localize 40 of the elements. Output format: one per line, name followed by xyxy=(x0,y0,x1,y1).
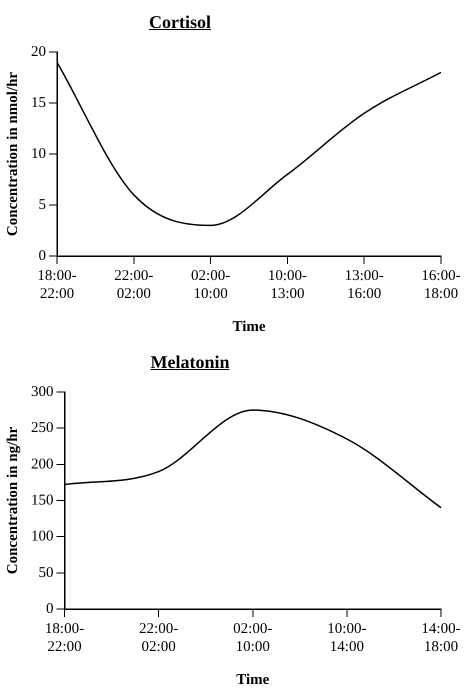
category-label: 22:00 xyxy=(47,638,82,655)
y-tick-label: 0 xyxy=(38,248,46,264)
category-label: 18:00- xyxy=(44,620,84,637)
category-label: 02:00 xyxy=(116,286,151,302)
chart-title: Cortisol xyxy=(148,11,212,34)
y-tick-label: 150 xyxy=(31,492,54,508)
category-label: 13:00 xyxy=(270,286,304,302)
category-label: 18:00- xyxy=(37,268,77,284)
chart-title: Melatonin xyxy=(150,351,230,374)
y-tick-label: 50 xyxy=(38,564,54,581)
category-label: 22:00- xyxy=(139,620,178,637)
y-tick-label: 15 xyxy=(31,94,46,111)
y-axis-title: Concentration in ng/hr xyxy=(4,426,21,574)
category-label: 10:00 xyxy=(194,286,228,302)
y-tick-label: 10 xyxy=(31,146,46,162)
category-label: 13:00- xyxy=(344,268,384,284)
category-label: 16:00 xyxy=(347,286,382,302)
category-label: 14:00- xyxy=(421,620,461,637)
y-tick-label: 100 xyxy=(31,528,54,545)
category-label: 22:00 xyxy=(40,286,74,302)
y-tick-label: 0 xyxy=(46,600,54,617)
x-axis-title: Time xyxy=(236,672,270,688)
y-tick-label: 200 xyxy=(31,456,54,472)
category-label: 10:00- xyxy=(327,620,366,637)
category-label: 16:00- xyxy=(421,268,461,284)
category-label: 02:00 xyxy=(142,638,176,655)
y-tick-label: 5 xyxy=(38,196,46,213)
category-label: 18:00 xyxy=(424,286,458,302)
category-label: 10:00 xyxy=(236,638,270,655)
y-axis-title: Concentration in nmol/hr xyxy=(4,72,21,236)
category-label: 22:00- xyxy=(114,268,154,284)
category-label: 02:00- xyxy=(191,268,230,284)
category-label: 10:00- xyxy=(268,268,307,284)
category-label: 02:00- xyxy=(233,620,272,637)
category-label: 14:00 xyxy=(330,638,364,655)
category-label: 18:00 xyxy=(424,638,458,655)
y-tick-label: 300 xyxy=(31,384,54,400)
x-axis-title: Time xyxy=(232,318,266,335)
y-tick-label: 20 xyxy=(31,44,46,60)
y-tick-label: 250 xyxy=(31,420,54,436)
